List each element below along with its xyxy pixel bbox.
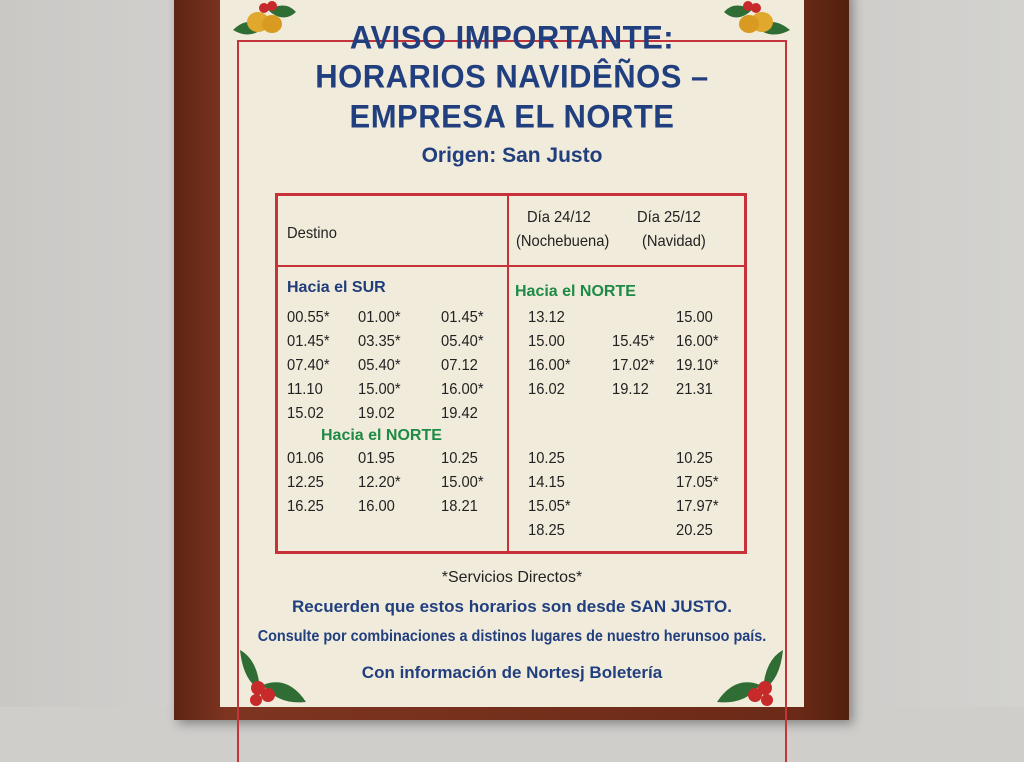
time-cell: 14.15	[528, 474, 565, 491]
section-south: Hacia el SUR	[287, 279, 386, 296]
time-cell: 05.40*	[358, 357, 401, 374]
footer-line-2: Consulte por combinaciones a distinos lu…	[257, 628, 767, 645]
time-cell: 12.20*	[358, 474, 401, 491]
time-cell: 19.42	[441, 405, 478, 422]
time-cell: 01.95	[358, 450, 395, 467]
title-line-2: HORARIOS NAVIDÊÑOS –	[315, 58, 709, 95]
time-cell: 01.06	[287, 450, 324, 467]
time-cell: 01.45*	[287, 333, 330, 350]
header-day1-name: (Nochebuena)	[516, 233, 610, 250]
time-cell: 15.00	[676, 309, 713, 326]
time-cell: 16.00	[358, 498, 395, 515]
time-cell: 18.25	[528, 522, 565, 539]
holly-berries-icon	[717, 650, 783, 706]
time-cell: 19.02	[358, 405, 395, 422]
time-cell: 21.31	[676, 381, 713, 398]
header-destino: Destino	[287, 225, 337, 242]
time-cell: 16.02	[528, 381, 565, 398]
time-cell: 01.00*	[358, 309, 401, 326]
time-cell: 16.00*	[676, 333, 719, 350]
time-cell: 16.00*	[528, 357, 571, 374]
time-cell: 12.25	[287, 474, 324, 491]
time-cell: 15.45*	[612, 333, 655, 350]
time-cell: 15.00*	[358, 381, 401, 398]
section-north-left: Hacia el NORTE	[321, 427, 442, 444]
time-cell: 13.12	[528, 309, 565, 326]
origin-subtitle: Origen: San Justo	[421, 144, 603, 167]
header-day2-date: Día 25/12	[637, 209, 701, 226]
time-cell: 07.40*	[287, 357, 330, 374]
time-cell: 15.02	[287, 405, 324, 422]
time-cell: 18.21	[441, 498, 478, 515]
time-cell: 10.25	[441, 450, 478, 467]
header-day1-date: Día 24/12	[527, 209, 591, 226]
time-cell: 01.45*	[441, 309, 484, 326]
time-cell: 10.25	[676, 450, 713, 467]
title-line-1: AVISO IMPORTANTE:	[349, 19, 675, 56]
time-cell: 15.00*	[441, 474, 484, 491]
footer-line-3: Con información de Nortesj Boletería	[361, 663, 663, 682]
time-cell: 15.05*	[528, 498, 571, 515]
table-column-divider	[507, 193, 509, 551]
time-cell: 15.00	[528, 333, 565, 350]
time-cell: 17.97*	[676, 498, 719, 515]
time-cell: 16.25	[287, 498, 324, 515]
direct-services-note: *Servicios Directos*	[441, 569, 583, 586]
poster	[220, 0, 804, 707]
schedule-table	[275, 193, 747, 554]
table-header-divider	[275, 265, 747, 267]
time-cell: 05.40*	[441, 333, 484, 350]
time-cell: 10.25	[528, 450, 565, 467]
footer-line-1: Recuerden que estos horarios son desde S…	[292, 597, 732, 616]
time-cell: 11.10	[287, 381, 323, 398]
time-cell: 17.05*	[676, 474, 719, 491]
title-line-3: EMPRESA EL NORTE	[349, 98, 675, 135]
poster-red-border	[237, 40, 787, 762]
section-north-right: Hacia el NORTE	[515, 283, 636, 300]
time-cell: 07.12	[441, 357, 478, 374]
holly-berries-icon	[240, 650, 306, 706]
time-cell: 03.35*	[358, 333, 401, 350]
time-cell: 19.12	[612, 381, 649, 398]
time-cell: 16.00*	[441, 381, 484, 398]
holly-bells-icon	[233, 1, 296, 35]
time-cell: 19.10*	[676, 357, 719, 374]
holly-bells-icon	[724, 1, 790, 35]
time-cell: 00.55*	[287, 309, 330, 326]
header-day2-name: (Navidad)	[642, 233, 706, 250]
time-cell: 17.02*	[612, 357, 655, 374]
time-cell: 20.25	[676, 522, 713, 539]
